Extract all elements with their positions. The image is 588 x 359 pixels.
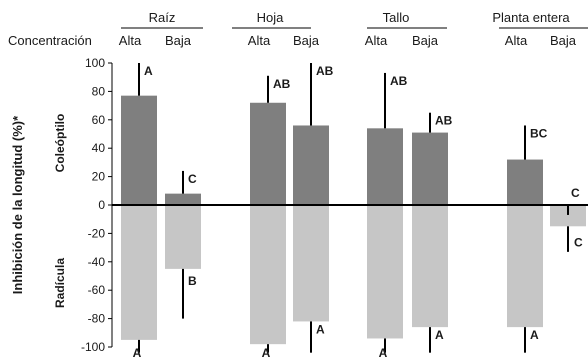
coleoptilo-bar bbox=[293, 125, 329, 205]
level-label: Alta bbox=[505, 33, 528, 48]
radicula-significance: A bbox=[379, 346, 388, 359]
radicula-bar bbox=[293, 205, 329, 322]
coleoptilo-significance: C bbox=[188, 172, 197, 186]
y-tick-label: 80 bbox=[92, 84, 106, 98]
radicula-significance: A bbox=[316, 322, 325, 336]
y-tick-label: 100 bbox=[85, 56, 105, 70]
y-tick-label: -60 bbox=[88, 283, 106, 297]
bars bbox=[121, 95, 586, 345]
y-tick-label: 20 bbox=[92, 170, 106, 184]
coleoptilo-bar bbox=[412, 132, 448, 205]
radicula-significance: A bbox=[262, 346, 271, 359]
coleoptilo-bar bbox=[165, 193, 201, 205]
coleoptilo-significance: BC bbox=[530, 126, 548, 140]
radicula-significance: A bbox=[435, 328, 444, 342]
coleoptilo-bar bbox=[507, 159, 543, 205]
group-header: Planta entera bbox=[492, 10, 570, 25]
y-tick-label: -20 bbox=[88, 226, 106, 240]
radicula-significance: A bbox=[530, 328, 539, 342]
group-header: Hoja bbox=[257, 10, 285, 25]
y-tick-label: 40 bbox=[92, 141, 106, 155]
radicula-bar bbox=[121, 205, 157, 340]
coleoptilo-significance: C bbox=[571, 186, 580, 200]
y-tick-label: -100 bbox=[81, 340, 105, 354]
level-label: Baja bbox=[293, 33, 320, 48]
radicula-bar bbox=[250, 205, 286, 345]
group-header: Tallo bbox=[383, 10, 410, 25]
y-tick-label: -80 bbox=[88, 312, 106, 326]
radicula-significance: A bbox=[133, 346, 142, 359]
y-tick-label: -40 bbox=[88, 255, 106, 269]
error-bars bbox=[138, 63, 569, 353]
coleoptilo-label: Coleóptilo bbox=[53, 114, 67, 173]
y-tick-label: 60 bbox=[92, 113, 106, 127]
level-label: Alta bbox=[365, 33, 388, 48]
y-tick-label: 0 bbox=[98, 198, 105, 212]
level-label: Baja bbox=[550, 33, 577, 48]
coleoptilo-significance: AB bbox=[435, 114, 453, 128]
radicula-bar bbox=[412, 205, 448, 328]
level-label: Alta bbox=[119, 33, 142, 48]
coleoptilo-bar bbox=[250, 102, 286, 205]
y-axis: 100 80 60 40 20 0 -20 -40 -60 -80 -100 bbox=[81, 56, 113, 354]
coleoptilo-bar bbox=[367, 128, 403, 205]
coleoptilo-significance: AB bbox=[273, 77, 291, 91]
radicula-bar bbox=[507, 205, 543, 328]
significance-labels: A A C B AB A AB A AB A AB A BC A C C bbox=[133, 64, 583, 359]
coleoptilo-significance: A bbox=[144, 64, 153, 78]
radicula-bar bbox=[550, 205, 586, 227]
radicula-significance: C bbox=[574, 235, 583, 249]
radicula-significance: B bbox=[188, 274, 197, 288]
level-label: Baja bbox=[412, 33, 439, 48]
concentration-label: Concentración bbox=[8, 33, 92, 48]
coleoptilo-significance: AB bbox=[390, 74, 408, 88]
y-axis-label: Inhibición de la longitud (%)* bbox=[10, 115, 25, 294]
coleoptilo-bar bbox=[121, 95, 157, 205]
radicula-bar bbox=[367, 205, 403, 339]
radicula-label: Radícula bbox=[53, 258, 67, 308]
level-label: Alta bbox=[248, 33, 271, 48]
coleoptilo-significance: AB bbox=[316, 64, 334, 78]
level-label: Baja bbox=[165, 33, 192, 48]
radicula-bar bbox=[165, 205, 201, 269]
group-header: Raíz bbox=[149, 10, 176, 25]
